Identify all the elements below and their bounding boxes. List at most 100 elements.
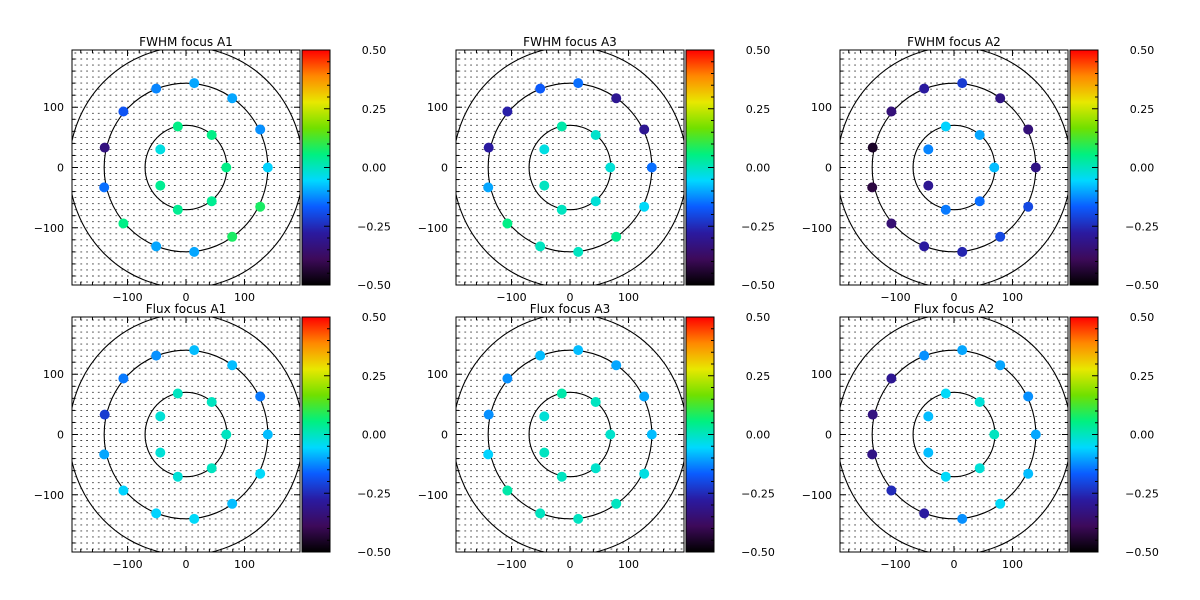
dot-grid [842, 319, 1067, 550]
data-point [155, 144, 166, 155]
y-tick-label: −100 [802, 489, 832, 502]
data-point [611, 360, 622, 371]
data-point [189, 246, 200, 257]
x-tick-label: 0 [567, 291, 574, 304]
y-tick-label: −100 [418, 222, 448, 235]
panel-title: Flux focus A2 [914, 302, 994, 316]
dot-grid [458, 319, 683, 550]
colorbar: 0.50 0.25 0.00 −0.25 −0.50 [1069, 311, 1159, 559]
colorbar-tick-label: 0.50 [362, 311, 387, 324]
data-point [206, 130, 217, 140]
data-point [573, 513, 584, 524]
data-point [1023, 201, 1034, 212]
data-point [155, 411, 166, 422]
y-tick-label: −100 [418, 489, 448, 502]
data-point [189, 78, 200, 89]
data-point [255, 201, 266, 212]
colorbar-tick-label: −0.25 [357, 220, 391, 233]
data-point [255, 124, 266, 135]
data-point [646, 429, 657, 440]
data-point [118, 218, 129, 229]
data-point [539, 411, 550, 422]
colorbar-tick-label: 0.25 [1130, 370, 1155, 383]
colorbar-tick-label: −0.25 [741, 487, 775, 500]
data-point [639, 391, 650, 402]
data-point [502, 218, 513, 229]
y-tick-label: 0 [441, 162, 448, 175]
data-point [867, 449, 878, 460]
dot-grid [74, 52, 299, 283]
y-tick-label: 0 [825, 429, 832, 442]
y-tick-label: 0 [57, 162, 64, 175]
colorbar-tick-label: 0.25 [746, 103, 771, 116]
data-point [590, 196, 601, 207]
dot-grid [74, 319, 299, 550]
data-point [99, 449, 110, 460]
data-point [189, 345, 200, 356]
colorbar-tick-label: 0.00 [1130, 429, 1155, 442]
colorbar-tick-label: −0.25 [741, 220, 775, 233]
panel-3: −100 0 100 100 0 −100 FWHM focus A2 0.50 0.25 0.0… [802, 35, 1159, 304]
data-point [611, 93, 622, 104]
data-point [99, 182, 110, 193]
dot-grid [842, 52, 1067, 283]
data-point [989, 429, 1000, 440]
data-point [957, 513, 968, 524]
data-point [923, 144, 934, 155]
data-point [974, 463, 985, 474]
data-point [151, 83, 162, 94]
data-point [151, 241, 162, 252]
data-point [502, 373, 513, 384]
data-point [221, 162, 232, 173]
data-point [611, 231, 622, 242]
colorbar-tick-label: 0.25 [362, 103, 387, 116]
data-point [221, 429, 232, 440]
data-point [940, 471, 951, 482]
data-point [535, 350, 546, 361]
colorbar: 0.50 0.25 0.00 −0.25 −0.50 [301, 44, 391, 292]
colorbar-tick-label: −0.25 [1125, 487, 1159, 500]
data-point [535, 83, 546, 94]
x-tick-label: 0 [183, 558, 190, 571]
data-point [573, 78, 584, 89]
data-point [227, 498, 238, 509]
x-tick-label: 100 [1002, 291, 1023, 304]
colorbar-tick-label: 0.00 [362, 429, 387, 442]
x-tick-label: 100 [1002, 558, 1023, 571]
data-point [957, 78, 968, 89]
colorbar-tick-label: 0.00 [746, 429, 771, 442]
data-point [995, 231, 1006, 242]
data-point [590, 463, 601, 474]
panel-1: −100 0 100 100 0 −100 FWHM focus A1 0.50 0.25 0.0… [34, 35, 391, 304]
data-point [539, 144, 550, 155]
data-point [227, 231, 238, 242]
data-point [605, 429, 616, 440]
y-tick-label: 0 [57, 429, 64, 442]
x-tick-label: 0 [951, 558, 958, 571]
data-point [940, 204, 951, 215]
x-tick-label: 0 [951, 291, 958, 304]
data-point [227, 360, 238, 371]
data-point [1030, 162, 1041, 173]
data-point [151, 508, 162, 519]
data-point [99, 142, 110, 153]
data-point [1023, 391, 1034, 402]
colorbar-tick-label: 0.25 [362, 370, 387, 383]
data-point [919, 241, 930, 252]
data-point [172, 121, 183, 132]
data-point [483, 142, 494, 153]
data-point [989, 162, 1000, 173]
data-point [573, 345, 584, 356]
data-point [957, 345, 968, 356]
y-tick-label: −100 [34, 222, 64, 235]
data-point [639, 201, 650, 212]
x-tick-label: −100 [880, 291, 910, 304]
panel-2: −100 0 100 100 0 −100 FWHM focus A3 0.50 0.25 0.0… [418, 35, 775, 304]
y-tick-label: −100 [34, 489, 64, 502]
data-point [590, 130, 601, 140]
data-point [923, 411, 934, 422]
data-point [573, 246, 584, 257]
data-point [172, 204, 183, 215]
data-point [206, 463, 217, 474]
panel-5: −100 0 100 100 0 −100 Flux focus A3 0.50 0.25 0.0… [418, 302, 775, 571]
